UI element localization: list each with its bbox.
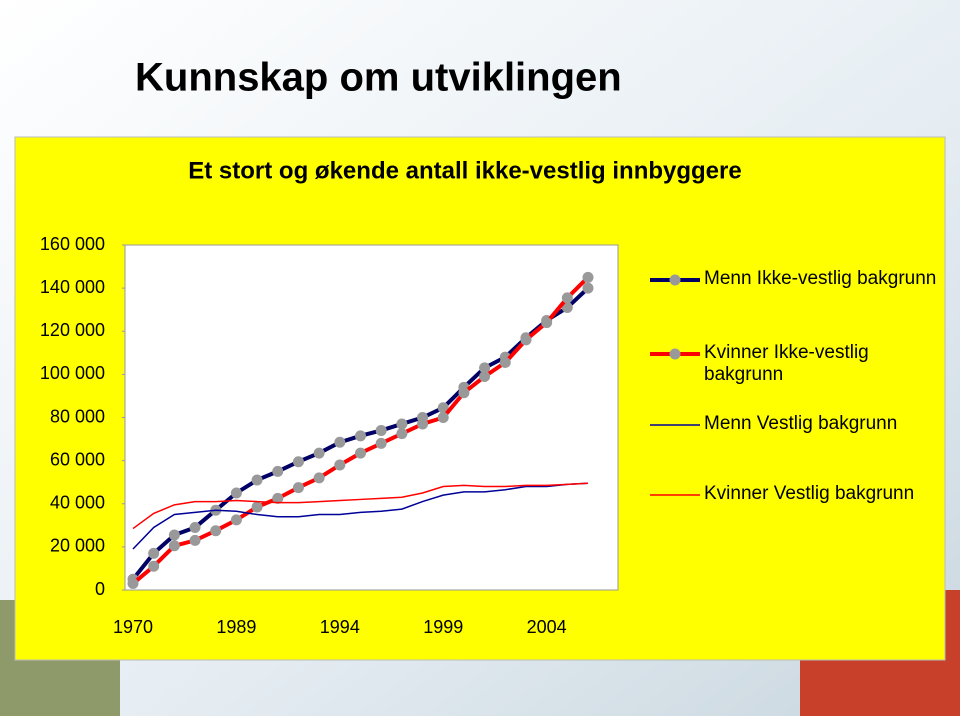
data-point bbox=[168, 540, 180, 552]
data-point bbox=[251, 501, 263, 513]
data-point bbox=[437, 412, 449, 423]
data-point bbox=[210, 525, 222, 537]
y-tick-label: 100 000 bbox=[40, 363, 105, 383]
y-tick-label: 120 000 bbox=[40, 320, 105, 340]
data-point bbox=[334, 459, 346, 471]
x-tick-label: 2004 bbox=[527, 617, 567, 637]
legend-marker bbox=[669, 274, 681, 286]
data-point bbox=[127, 578, 139, 590]
data-point bbox=[148, 547, 160, 559]
data-point bbox=[292, 482, 304, 494]
y-tick-label: 60 000 bbox=[50, 449, 105, 469]
data-point bbox=[375, 437, 387, 449]
data-point bbox=[396, 428, 408, 440]
legend-marker bbox=[669, 348, 681, 360]
data-point bbox=[251, 474, 263, 486]
y-tick-label: 140 000 bbox=[40, 277, 105, 297]
y-tick-label: 160 000 bbox=[40, 234, 105, 254]
legend-label: Kvinner Vestlig bakgrunn bbox=[704, 483, 915, 504]
data-point bbox=[375, 424, 387, 436]
data-point bbox=[541, 317, 553, 329]
legend-label: Menn Vestlig bakgrunn bbox=[704, 413, 898, 434]
data-point bbox=[230, 514, 242, 526]
data-point bbox=[561, 292, 573, 304]
data-point bbox=[355, 447, 366, 459]
slide-title: Kunnskap om utviklingen bbox=[135, 56, 622, 100]
x-tick-label: 1989 bbox=[216, 617, 256, 637]
data-point bbox=[417, 418, 429, 430]
data-point bbox=[355, 430, 366, 442]
data-point bbox=[582, 271, 594, 283]
data-point bbox=[499, 357, 511, 369]
data-point bbox=[313, 472, 325, 484]
y-tick-label: 80 000 bbox=[50, 406, 105, 426]
data-point bbox=[168, 529, 180, 541]
chart-title: Et stort og økende antall ikke-vestlig i… bbox=[188, 157, 741, 184]
legend-label: Menn Ikke-vestlig bakgrunn bbox=[704, 268, 937, 289]
data-point bbox=[458, 387, 470, 399]
data-point bbox=[437, 402, 449, 414]
data-point bbox=[292, 456, 304, 468]
x-tick-label: 1999 bbox=[423, 617, 463, 637]
series-line bbox=[132, 482, 589, 530]
data-point bbox=[582, 282, 594, 294]
data-point bbox=[479, 371, 491, 383]
data-point bbox=[479, 362, 491, 374]
series-line bbox=[132, 482, 589, 550]
data-point bbox=[313, 447, 325, 459]
plot-area bbox=[124, 244, 619, 591]
data-point bbox=[230, 487, 242, 499]
data-point bbox=[520, 334, 532, 346]
y-tick-label: 20 000 bbox=[50, 536, 105, 556]
data-point bbox=[189, 534, 201, 546]
data-point bbox=[272, 492, 284, 504]
y-tick-label: 40 000 bbox=[50, 493, 105, 513]
data-point bbox=[148, 560, 160, 572]
data-point bbox=[272, 465, 284, 477]
data-point bbox=[396, 418, 408, 430]
data-point bbox=[561, 302, 573, 314]
legend-label: Kvinner Ikke-vestlig bakgrunn bbox=[704, 342, 869, 385]
y-tick-label: 0 bbox=[95, 579, 105, 599]
data-point bbox=[189, 521, 201, 533]
x-tick-label: 1994 bbox=[320, 617, 360, 637]
x-tick-label: 1970 bbox=[113, 617, 153, 637]
data-point bbox=[334, 436, 346, 448]
